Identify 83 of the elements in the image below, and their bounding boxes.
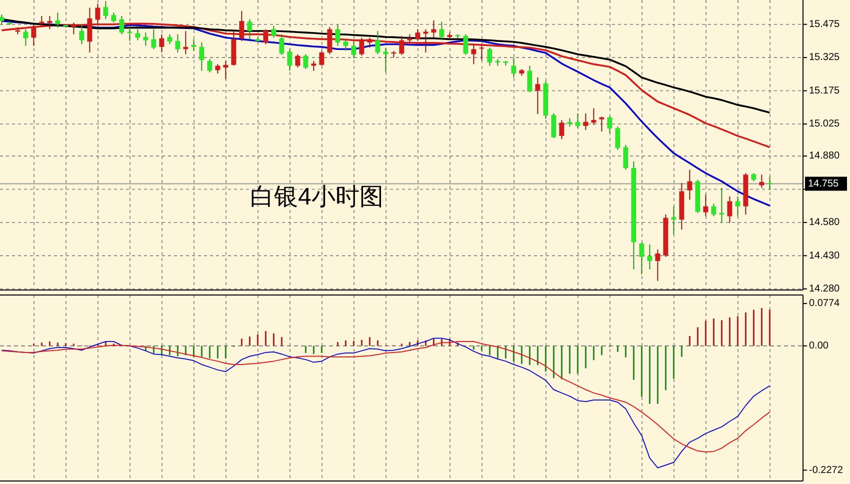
y-tick-label: -0.2272: [809, 464, 844, 476]
candlestick: [647, 244, 652, 270]
candlestick: [143, 32, 148, 46]
candlestick: [335, 24, 340, 46]
candlestick: [711, 203, 716, 217]
candlestick: [487, 47, 492, 66]
candlestick: [367, 37, 372, 48]
candlestick: [607, 116, 612, 134]
candlestick: [159, 34, 164, 53]
candlestick: [511, 57, 516, 78]
candlestick: [615, 126, 620, 150]
candlestick: [383, 47, 388, 73]
y-tick-label: 14.880: [809, 150, 840, 162]
candlestick: [559, 119, 564, 140]
candlestick: [719, 187, 724, 224]
candlestick: [351, 40, 356, 59]
y-tick-label: 14.430: [809, 250, 840, 262]
candlestick: [599, 116, 604, 132]
candlestick: [527, 65, 532, 93]
candlestick: [575, 112, 580, 129]
candlestick: [463, 34, 468, 56]
candlestick: [359, 37, 364, 56]
y-tick-label: 0.0774: [809, 298, 840, 310]
candlestick: [151, 28, 156, 50]
candlestick: [199, 42, 204, 72]
y-tick-label: 14.580: [809, 217, 840, 228]
candlestick: [759, 174, 764, 188]
candlestick: [623, 144, 628, 170]
candlestick: [439, 21, 444, 41]
candlestick: [591, 108, 596, 126]
candlestick: [223, 60, 228, 80]
candlestick: [551, 112, 556, 139]
text: 白银4小时图: [250, 183, 384, 210]
y-tick-label: 15.175: [809, 85, 840, 96]
candlestick: [703, 194, 708, 217]
ref-line-label: 14.755: [808, 178, 840, 190]
candlestick: [639, 242, 644, 275]
y-tick-label: 15.025: [809, 118, 840, 130]
candlestick: [415, 28, 420, 42]
candlestick: [471, 44, 476, 65]
candlestick: [191, 38, 196, 52]
candlestick: [23, 28, 28, 46]
y-tick-label: 15.325: [809, 52, 840, 64]
y-tick-label: 15.475: [809, 18, 840, 30]
candlestick: [279, 34, 284, 56]
candlestick: [111, 12, 116, 24]
y-tick-label: 14.280: [809, 284, 840, 295]
candlestick: [247, 18, 252, 40]
candlestick: [167, 34, 172, 45]
candlestick: [423, 28, 428, 53]
candlestick: [687, 169, 692, 200]
candlestick: [0, 14, 4, 26]
candlestick: [79, 24, 84, 45]
candlestick: [311, 60, 316, 72]
candlestick: [303, 54, 308, 70]
candlestick: [671, 206, 676, 235]
candlestick: [735, 196, 740, 217]
candlestick: [319, 50, 324, 66]
candlestick: [655, 248, 660, 282]
candlestick: [343, 38, 348, 52]
candlestick: [55, 12, 60, 28]
y-tick-label: 0.00: [809, 340, 829, 352]
candlestick: [127, 27, 132, 42]
candlestick: [295, 54, 300, 68]
candlestick: [583, 112, 588, 130]
candlestick: [767, 176, 772, 190]
candlestick: [207, 58, 212, 73]
candlestick: [327, 26, 332, 55]
candlestick: [431, 20, 436, 38]
candlestick: [215, 64, 220, 74]
candlestick: [135, 28, 140, 41]
candlestick: [535, 76, 540, 115]
candlestick: [375, 30, 380, 55]
candlestick: [479, 45, 484, 61]
candlestick: [183, 30, 188, 55]
candlestick: [287, 48, 292, 72]
candlestick: [175, 34, 180, 53]
candlestick: [119, 15, 124, 35]
candlestick: [271, 25, 276, 38]
candlestick: [399, 35, 404, 56]
candlestick: [727, 196, 732, 224]
candlestick: [103, 0, 108, 20]
candlestick: [263, 28, 268, 45]
